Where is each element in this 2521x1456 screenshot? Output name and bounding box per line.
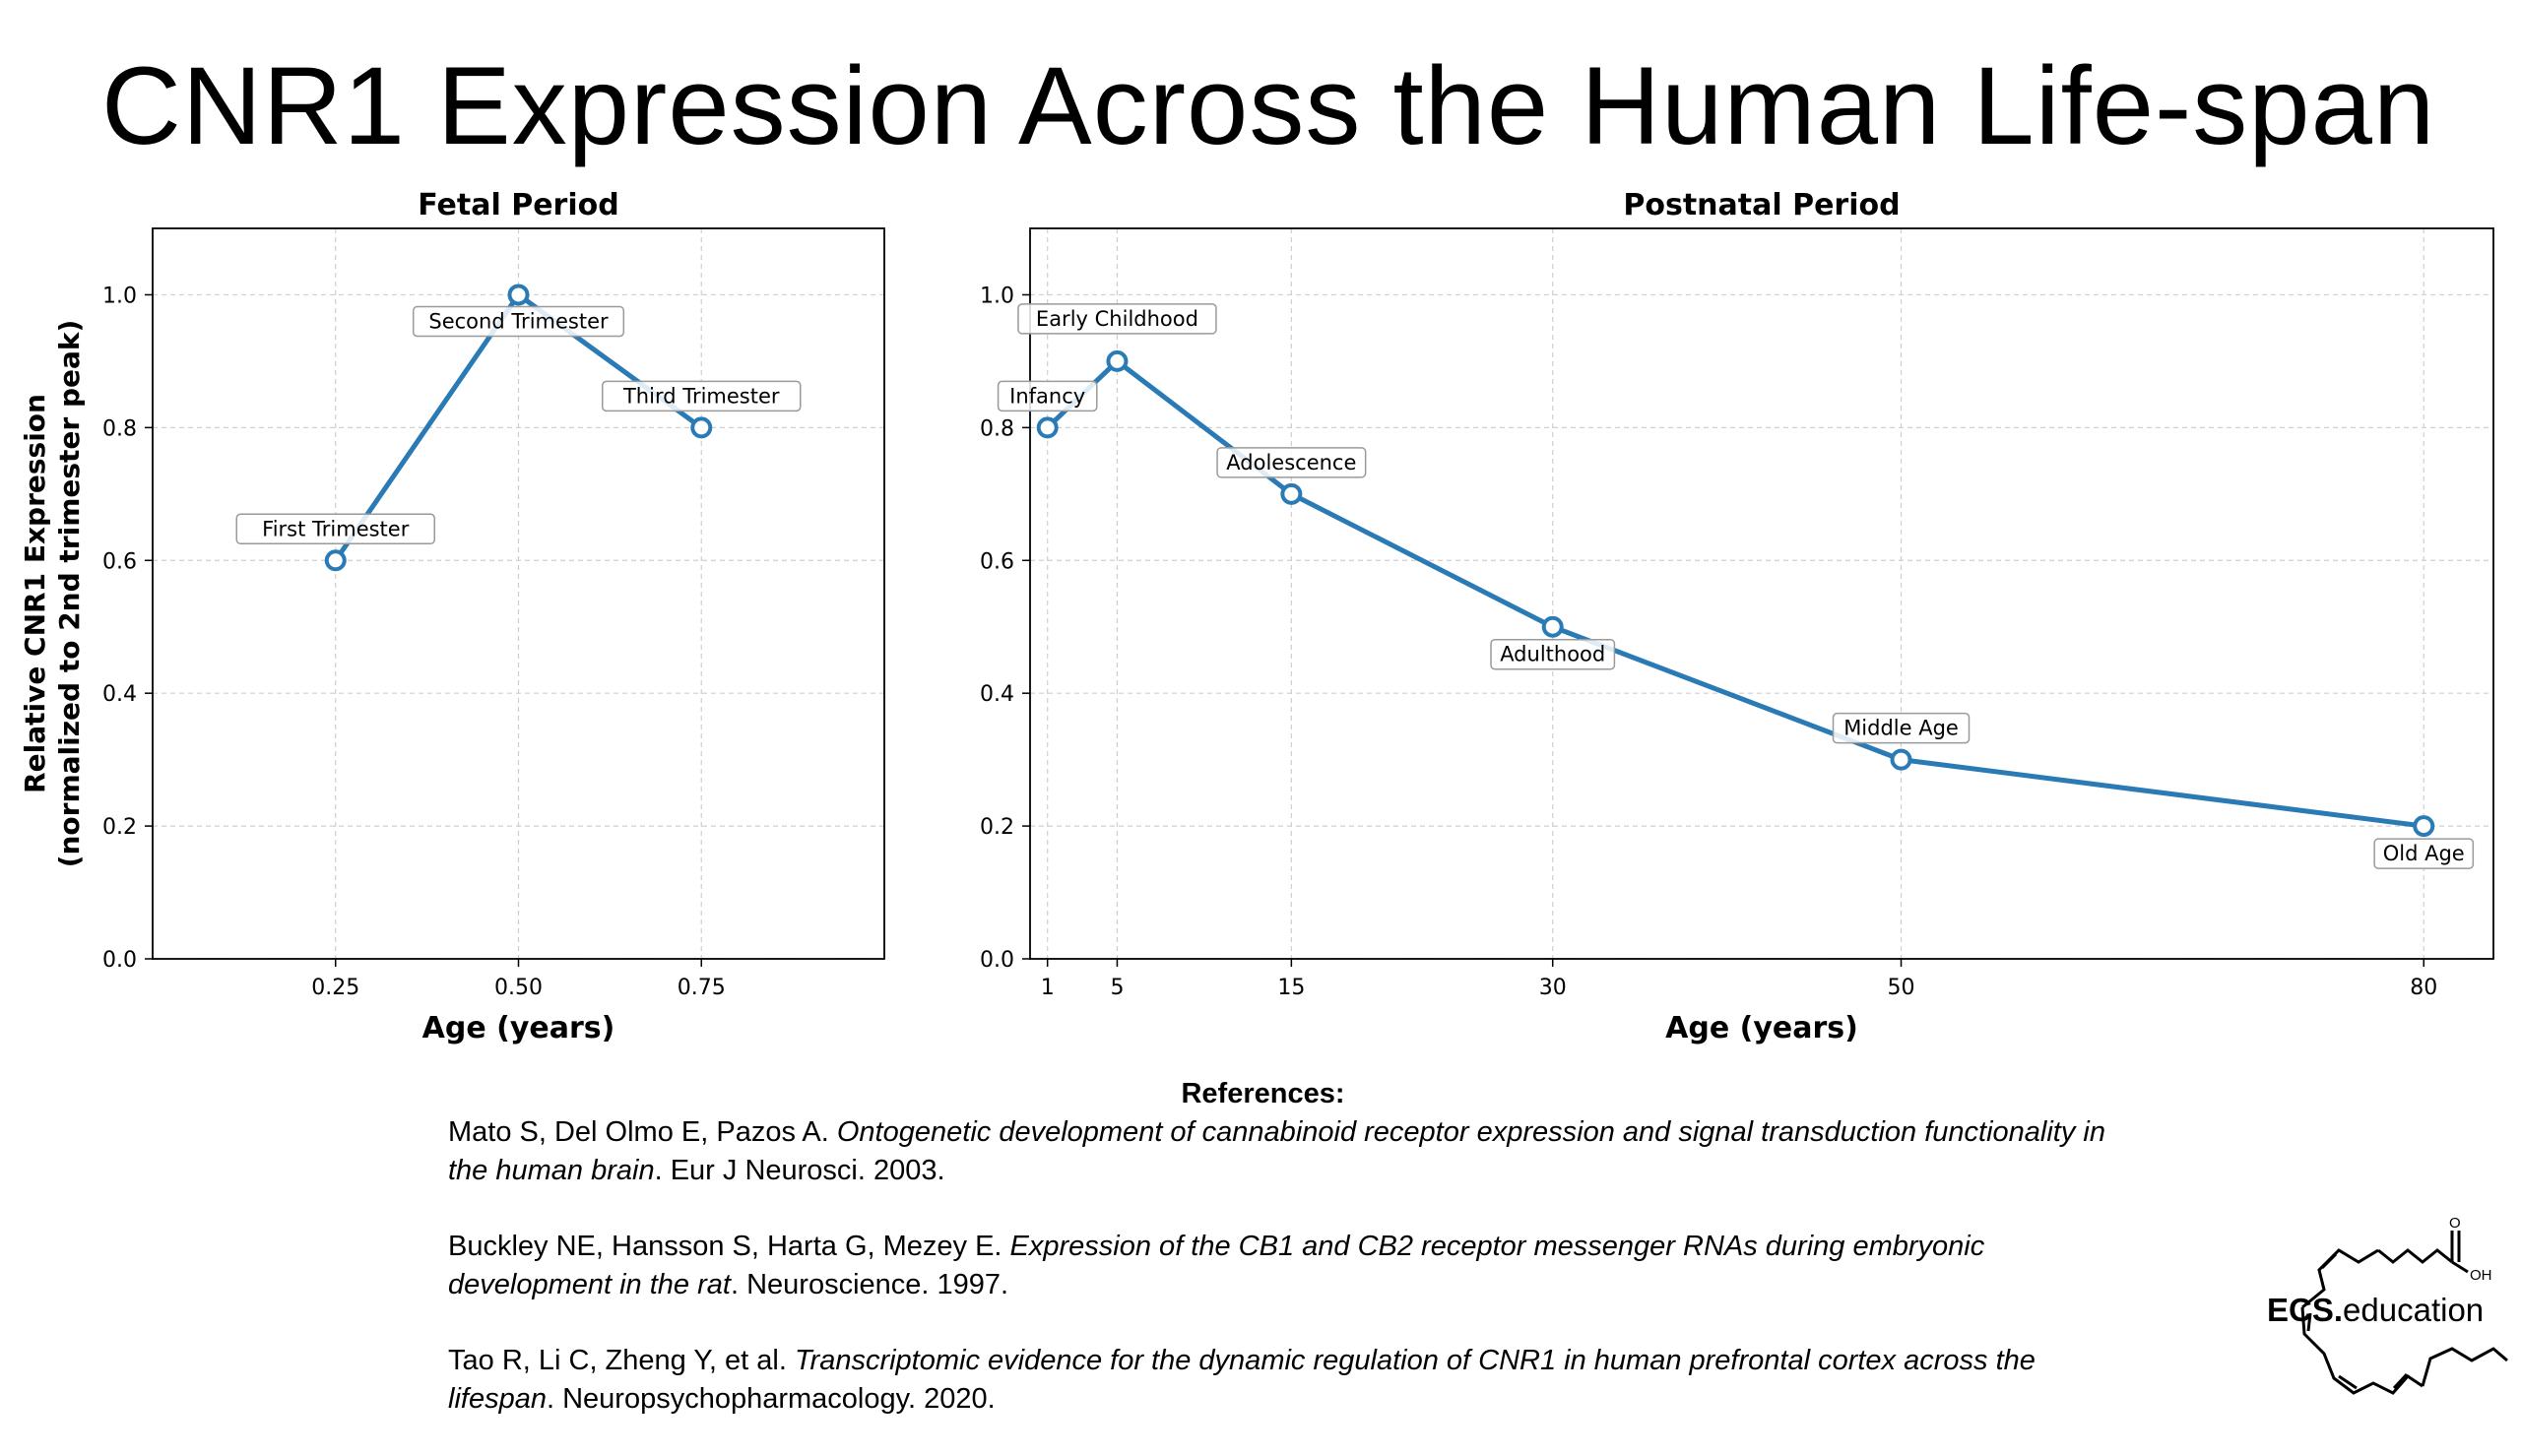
y-tick-label: 0.8: [102, 416, 137, 441]
x-axis-label: Age (years): [1665, 1011, 1858, 1045]
reference-source: . Eur J Neurosci. 2003.: [654, 1155, 945, 1186]
brand-rest: education: [2343, 1292, 2484, 1328]
y-axis-label: Relative CNR1 Expression: [19, 394, 51, 793]
annotation-label: Middle Age: [1832, 712, 1971, 744]
annotation-text: Early Childhood: [1036, 307, 1198, 331]
reference-source: . Neuroscience. 1997.: [730, 1269, 1009, 1300]
axes-frame: [152, 227, 885, 960]
annotation-text: Adolescence: [1226, 451, 1356, 475]
x-tick-label: 80: [2410, 976, 2437, 1000]
y-tick-label: 1.0: [980, 284, 1014, 308]
annotation-box: [602, 380, 802, 412]
data-point: [690, 416, 713, 439]
y-tick-label: 1.0: [102, 284, 137, 308]
data-point: [507, 284, 530, 306]
data-point: [1106, 349, 1129, 372]
x-tick-label: 0.25: [311, 976, 359, 1000]
x-tick-label: 50: [1888, 976, 1915, 1000]
annotation-text: Infancy: [1009, 384, 1085, 408]
reference-authors: Tao R, Li C, Zheng Y, et al.: [448, 1345, 795, 1376]
data-point: [324, 549, 347, 572]
y-tick-label: 0.2: [102, 815, 137, 840]
annotation-label: Infancy: [997, 380, 1098, 412]
annotation-box: [997, 380, 1098, 412]
annotation-box: [1017, 303, 1217, 335]
annotation-label: Third Trimester: [602, 380, 802, 412]
data-point: [1541, 615, 1564, 638]
annotation-text: First Trimester: [262, 517, 410, 540]
y-tick-label: 0.4: [102, 682, 137, 707]
data-point: [1036, 416, 1059, 439]
chart-title: Postnatal Period: [1623, 188, 1900, 222]
reference-item: Buckley NE, Hansson S, Harta G, Mezey E.…: [448, 1228, 2122, 1304]
x-tick-label: 1: [1041, 976, 1055, 1000]
reference-title: Expression of the CB1 and CB2 receptor m…: [448, 1231, 1985, 1300]
brand-name: ECS.education: [2267, 1292, 2484, 1328]
annotation-label: Old Age: [2373, 838, 2475, 869]
annotation-box: [1832, 712, 1971, 744]
annotation-label: Adolescence: [1216, 447, 1367, 478]
chart-title: Fetal Period: [418, 188, 618, 222]
brand-bold: ECS.: [2267, 1292, 2343, 1328]
reference-authors: Buckley NE, Hansson S, Harta G, Mezey E.: [448, 1231, 1010, 1262]
y-tick-label: 0.6: [980, 549, 1014, 574]
annotation-text: Adulthood: [1500, 643, 1605, 666]
reference-item: Mato S, Del Olmo E, Pazos A. Ontogenetic…: [448, 1113, 2122, 1190]
reference-title: Ontogenetic development of cannabinoid r…: [448, 1116, 2105, 1186]
y-tick-label: 0.2: [980, 815, 1014, 840]
annotation-box: [1216, 447, 1367, 478]
page-title: CNR1 Expression Across the Human Life-sp…: [101, 44, 2436, 167]
y-tick-label: 0.0: [102, 948, 137, 973]
annotation-text: Old Age: [2383, 842, 2465, 865]
x-tick-label: 0.50: [494, 976, 543, 1000]
x-axis-label: Age (years): [422, 1011, 615, 1045]
y-axis-label: (normalized to 2nd trimester peak): [53, 320, 86, 868]
references-heading: References:: [1181, 1078, 1345, 1109]
annotation-box: [412, 305, 625, 338]
annotation-label: Second Trimester: [412, 305, 625, 338]
annotation-text: Middle Age: [1843, 717, 1959, 740]
hydroxyl-label: OH: [2470, 1267, 2492, 1284]
reference-item: Tao R, Li C, Zheng Y, et al. Transcripto…: [448, 1342, 2122, 1419]
annotation-box: [2373, 838, 2475, 869]
y-tick-label: 0.6: [102, 549, 137, 574]
y-tick-label: 0.4: [980, 682, 1014, 707]
oxygen-label: O: [2449, 1215, 2461, 1232]
references-section: References: Mato S, Del Olmo E, Pazos A.…: [448, 1075, 2122, 1456]
ecs-education-logo: O OH ECS.education: [2267, 1215, 2508, 1395]
x-tick-label: 0.75: [678, 976, 726, 1000]
annotation-label: First Trimester: [235, 513, 435, 545]
annotation-text: Second Trimester: [428, 309, 609, 333]
molecule-icon: [2300, 1231, 2508, 1395]
reference-authors: Mato S, Del Olmo E, Pazos A.: [448, 1116, 837, 1148]
reference-source: . Neuropsychopharmacology. 2020.: [546, 1383, 996, 1415]
y-tick-label: 0.0: [980, 948, 1014, 973]
data-point: [1890, 748, 1912, 771]
y-tick-label: 0.8: [980, 416, 1014, 441]
x-tick-label: 30: [1539, 976, 1567, 1000]
annotation-text: Third Trimester: [622, 384, 780, 408]
data-point: [2413, 815, 2435, 838]
data-point: [1280, 482, 1303, 505]
annotation-label: Adulthood: [1490, 638, 1616, 670]
x-tick-label: 5: [1110, 976, 1124, 1000]
reference-title: Transcriptomic evidence for the dynamic …: [448, 1345, 2036, 1415]
annotation-box: [1490, 638, 1616, 670]
annotation-box: [235, 513, 435, 545]
x-tick-label: 15: [1277, 976, 1305, 1000]
axes-frame: [1029, 227, 2494, 960]
annotation-label: Early Childhood: [1017, 303, 1217, 335]
series-line: [1045, 358, 2424, 829]
